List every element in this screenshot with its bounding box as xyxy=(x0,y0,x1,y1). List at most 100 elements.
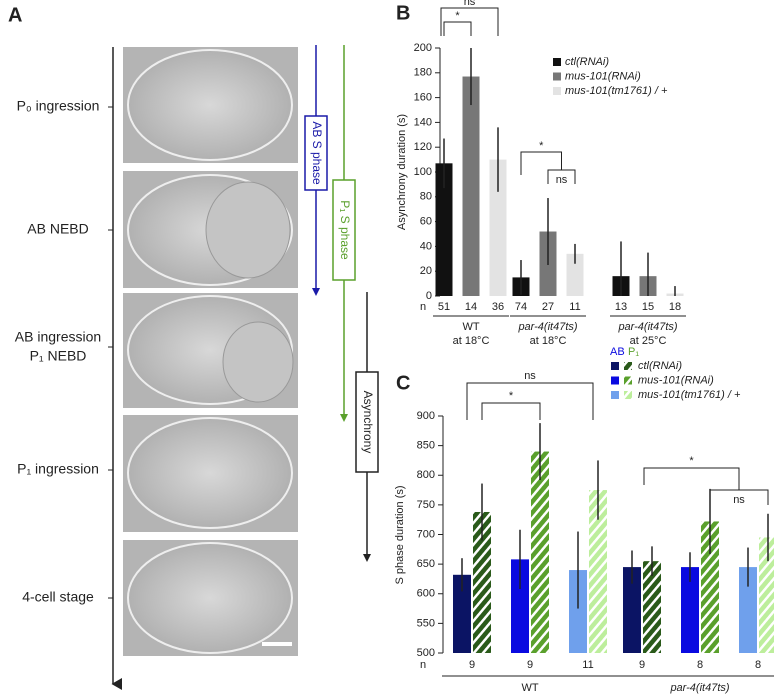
legend-swatch xyxy=(611,362,619,370)
legend-label: mus-101(tm1761) / + xyxy=(638,389,741,401)
significance-bracket xyxy=(443,21,472,36)
significance-bracket xyxy=(709,489,769,505)
n-value: 18 xyxy=(669,301,681,313)
y-tick-label: 700 xyxy=(417,528,435,540)
y-tick-label: 550 xyxy=(417,617,435,629)
n-label: n xyxy=(420,301,426,313)
stage-label: AB ingression xyxy=(15,329,101,345)
n-value: 14 xyxy=(465,301,477,313)
legend-label: ctl(RNAi) xyxy=(565,56,609,68)
legend-swatch xyxy=(624,362,632,370)
y-tick-label: 850 xyxy=(417,440,435,452)
significance-bracket xyxy=(466,382,594,420)
legend-swatch xyxy=(553,58,561,66)
embryo-images xyxy=(123,47,298,656)
significance-label: * xyxy=(455,10,460,22)
significance-bracket xyxy=(481,402,541,420)
stage-label: P₀ ingression xyxy=(17,98,100,114)
y-axis-label: Asynchrony duration (s) xyxy=(396,114,408,230)
n-value: 8 xyxy=(697,659,703,671)
panel-letter: B xyxy=(396,2,410,24)
n-value: 11 xyxy=(582,659,593,671)
significance-label: * xyxy=(539,140,544,152)
phase-label: Asynchrony xyxy=(361,391,375,454)
bar-p1 xyxy=(759,537,774,653)
legend-label: mus-101(tm1761) / + xyxy=(565,85,668,97)
significance-label: ns xyxy=(733,494,745,506)
stage-label: 4-cell stage xyxy=(22,589,94,605)
n-value: 9 xyxy=(469,659,475,671)
n-label: n xyxy=(420,659,426,671)
y-tick-label: 20 xyxy=(420,265,432,277)
bar-ab xyxy=(569,570,587,653)
y-tick-label: 900 xyxy=(417,410,435,422)
x-category-sublabel: at 18°C xyxy=(453,335,490,347)
legend-swatch xyxy=(624,376,632,385)
n-value: 13 xyxy=(615,301,627,313)
significance-bracket xyxy=(440,7,499,36)
y-tick-label: 140 xyxy=(414,116,432,128)
y-tick-label: 800 xyxy=(417,469,435,481)
x-category-label: par-4(it47ts) xyxy=(669,682,729,694)
bar xyxy=(489,159,507,296)
bar-p1 xyxy=(473,511,491,653)
legend-header: AB xyxy=(610,346,625,358)
n-value: 36 xyxy=(492,301,504,313)
bar-p1 xyxy=(589,490,607,653)
y-axis-label: S phase duration (s) xyxy=(394,485,406,584)
x-category-label: WT xyxy=(462,321,479,333)
bar-p1 xyxy=(531,451,549,653)
bar-ab xyxy=(511,559,529,653)
x-category-label: WT xyxy=(521,682,538,694)
significance-label: ns xyxy=(464,0,476,8)
phase-label: AB S phase xyxy=(310,121,324,185)
significance-label: * xyxy=(689,455,694,467)
timeline-ticks xyxy=(108,106,113,599)
bar-ab xyxy=(453,574,471,653)
significance-label: * xyxy=(509,390,514,402)
n-value: 51 xyxy=(438,301,450,313)
y-tick-label: 650 xyxy=(417,558,435,570)
legend-swatch xyxy=(553,72,561,81)
x-category-label: par-4(it47ts) xyxy=(617,321,677,333)
n-value: 74 xyxy=(515,301,527,313)
bar-ab xyxy=(739,567,757,653)
legend-swatch xyxy=(624,391,632,399)
significance-bracket xyxy=(643,467,740,490)
bar-p1 xyxy=(701,521,719,653)
y-tick-label: 500 xyxy=(417,647,435,659)
y-tick-label: 100 xyxy=(414,166,432,178)
y-tick-label: 160 xyxy=(414,92,432,104)
n-value: 27 xyxy=(542,301,554,313)
y-tick-label: 600 xyxy=(417,588,435,600)
significance-bracket xyxy=(547,169,576,184)
legend-label: mus-101(RNAi) xyxy=(638,374,714,386)
legend-swatch xyxy=(611,391,619,399)
y-tick-label: 200 xyxy=(414,42,432,54)
legend-swatch xyxy=(611,376,619,385)
legend-swatch xyxy=(553,87,561,95)
panel-letter: C xyxy=(396,372,410,394)
y-tick-label: 120 xyxy=(414,141,432,153)
y-tick-label: 750 xyxy=(417,499,435,511)
legend-header: P₁ xyxy=(628,346,639,358)
bar-ab xyxy=(681,567,699,653)
y-tick-label: 60 xyxy=(420,216,432,228)
significance-label: ns xyxy=(556,174,568,186)
x-category-sublabel: at 18°C xyxy=(530,335,567,347)
bar xyxy=(435,163,453,296)
x-category-sublabel: at 25°C xyxy=(630,335,667,347)
y-tick-label: 0 xyxy=(426,290,432,302)
y-tick-label: 80 xyxy=(420,191,432,203)
n-value: 9 xyxy=(527,659,533,671)
stage-label: P₁ ingression xyxy=(17,461,99,477)
significance-bracket xyxy=(520,151,562,175)
panel-letter: A xyxy=(8,4,22,26)
bar-ab xyxy=(623,567,641,653)
bar xyxy=(462,76,480,297)
significance-label: ns xyxy=(524,370,536,382)
n-value: 8 xyxy=(755,659,761,671)
bar xyxy=(566,253,584,296)
phase-label: P₁ S phase xyxy=(338,200,352,260)
